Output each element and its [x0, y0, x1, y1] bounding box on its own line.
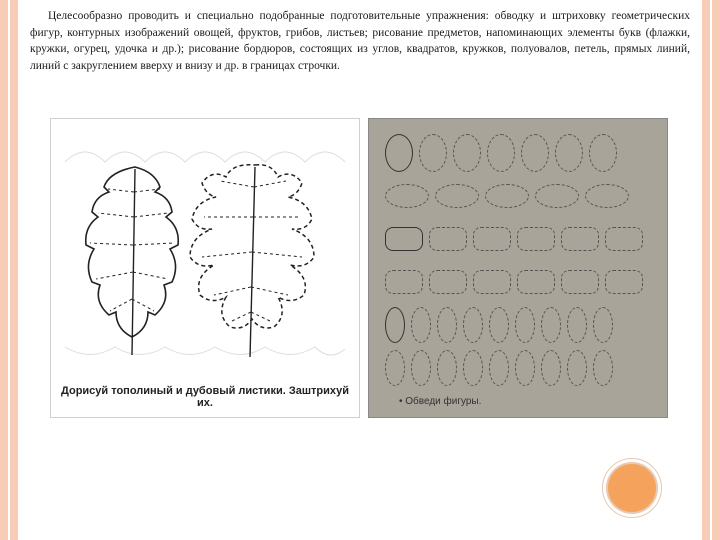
oval-narrow-shape	[385, 307, 405, 343]
oval-v-shape	[521, 134, 549, 172]
oval-narrow-shape	[437, 350, 457, 386]
shape-row	[379, 176, 657, 217]
rrect-shape	[385, 270, 423, 294]
rrect-shape	[429, 270, 467, 294]
shape-row	[379, 261, 657, 302]
shape-row	[379, 133, 657, 174]
oval-narrow-shape	[489, 307, 509, 343]
oval-h-shape	[435, 184, 479, 208]
oval-narrow-shape	[567, 350, 587, 386]
decor-circle-icon	[606, 462, 658, 514]
oval-narrow-shape	[489, 350, 509, 386]
oval-narrow-shape	[593, 307, 613, 343]
rrect-shape	[517, 270, 555, 294]
oval-v-shape	[385, 134, 413, 172]
oval-h-shape	[485, 184, 529, 208]
rrect-shape	[561, 227, 599, 251]
leaves-drawing	[57, 125, 353, 379]
oval-narrow-shape	[411, 350, 431, 386]
figures-row: Дорисуй тополиный и дубовый листики. Заш…	[50, 118, 670, 418]
main-content: Целесообразно проводить и специально под…	[30, 8, 690, 75]
rrect-shape	[517, 227, 555, 251]
decor-stripe-right	[702, 0, 720, 540]
oval-h-shape	[585, 184, 629, 208]
oval-v-shape	[453, 134, 481, 172]
oval-v-shape	[555, 134, 583, 172]
oval-narrow-shape	[567, 307, 587, 343]
oval-h-shape	[535, 184, 579, 208]
oval-v-shape	[589, 134, 617, 172]
oval-narrow-shape	[515, 350, 535, 386]
oval-narrow-shape	[541, 350, 561, 386]
oval-narrow-shape	[385, 350, 405, 386]
oval-narrow-shape	[411, 307, 431, 343]
rrect-shape	[561, 270, 599, 294]
rrect-shape	[429, 227, 467, 251]
oval-narrow-shape	[515, 307, 535, 343]
oval-narrow-shape	[541, 307, 561, 343]
figure-leaves-caption: Дорисуй тополиный и дубовый листики. Заш…	[57, 379, 353, 411]
oval-v-shape	[487, 134, 515, 172]
body-paragraph: Целесообразно проводить и специально под…	[30, 8, 690, 75]
oval-narrow-shape	[463, 307, 483, 343]
rrect-shape	[385, 227, 423, 251]
rrect-shape	[473, 227, 511, 251]
figure-shapes: • Обведи фигуры.	[368, 118, 668, 418]
oval-narrow-shape	[463, 350, 483, 386]
rrect-shape	[605, 270, 643, 294]
rrect-shape	[473, 270, 511, 294]
decor-stripe-left	[0, 0, 18, 540]
oval-narrow-shape	[437, 307, 457, 343]
shape-row	[379, 347, 657, 388]
oval-narrow-shape	[593, 350, 613, 386]
oval-v-shape	[419, 134, 447, 172]
figure-shapes-caption: • Обведи фигуры.	[379, 390, 657, 407]
shape-row	[379, 219, 657, 260]
figure-leaves: Дорисуй тополиный и дубовый листики. Заш…	[50, 118, 360, 418]
shape-row	[379, 304, 657, 345]
oval-h-shape	[385, 184, 429, 208]
rrect-shape	[605, 227, 643, 251]
